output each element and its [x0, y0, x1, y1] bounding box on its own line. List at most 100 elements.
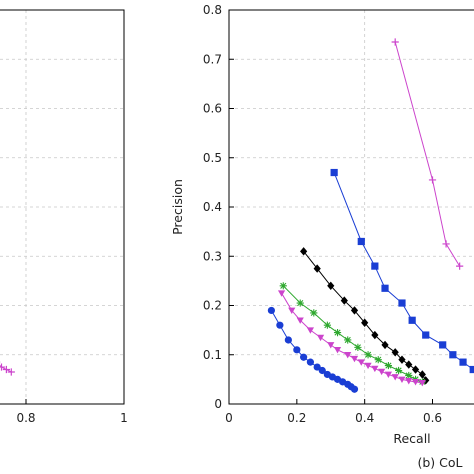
data-point	[357, 359, 365, 366]
series-square	[330, 168, 474, 374]
data-point	[267, 306, 275, 315]
data-point	[405, 378, 413, 385]
x-tick-label: 0.2	[287, 411, 306, 425]
series-circle	[267, 306, 359, 393]
axes-frame	[0, 9, 125, 405]
y-axis-title: Precision	[170, 179, 185, 235]
data-point	[316, 334, 325, 342]
x-tick-label: 1	[120, 411, 128, 425]
data-point	[371, 262, 379, 270]
data-point	[391, 348, 399, 357]
data-point	[333, 328, 342, 337]
data-point	[340, 296, 348, 305]
data-point	[310, 309, 318, 317]
y-tick-label: 0.7	[203, 52, 222, 66]
data-point	[276, 321, 284, 329]
data-point	[350, 306, 359, 315]
data-point	[459, 358, 467, 366]
data-point	[364, 351, 372, 359]
series-triangle-down	[277, 290, 426, 387]
data-point	[398, 376, 406, 383]
data-point	[422, 331, 430, 339]
right-panel: 0 0.1 0.2 0.3 0.4 0.5 0.6 0.7 0.8 0 0.2 0.4 0.6 Recal…	[170, 3, 474, 470]
data-point	[313, 363, 321, 371]
data-point	[306, 358, 315, 366]
data-point	[456, 262, 464, 270]
data-point	[391, 38, 399, 46]
data-point	[408, 316, 416, 324]
data-point	[361, 318, 369, 327]
data-point	[344, 351, 352, 359]
data-point	[357, 237, 365, 246]
y-tick-label: 0.4	[203, 200, 222, 214]
data-point	[384, 361, 393, 370]
data-point	[411, 365, 420, 374]
data-point	[293, 346, 301, 354]
data-point	[333, 347, 342, 354]
data-point	[288, 307, 296, 315]
series-plus	[0, 361, 15, 376]
data-point	[405, 360, 413, 369]
data-point	[384, 371, 393, 379]
series-line	[270, 310, 355, 390]
x-axis-title: Recall	[393, 431, 430, 446]
data-point	[398, 355, 406, 364]
series-diamond	[300, 247, 430, 385]
series-plus	[391, 38, 464, 270]
data-point	[381, 340, 389, 350]
x-tick-label: 0.6	[423, 411, 442, 425]
data-point	[391, 374, 399, 381]
data-point	[300, 353, 308, 361]
series-line	[333, 172, 474, 370]
data-point	[405, 371, 413, 380]
data-point	[364, 362, 372, 370]
data-point	[439, 341, 447, 349]
data-point	[411, 379, 420, 386]
data-point	[374, 356, 382, 364]
y-tick-label: 0	[214, 397, 222, 411]
data-point	[327, 342, 335, 349]
data-point	[350, 355, 359, 363]
data-point	[313, 264, 321, 273]
data-point	[284, 336, 292, 344]
series-line	[394, 41, 461, 267]
data-point	[398, 299, 406, 307]
data-point	[323, 321, 331, 329]
data-point	[7, 368, 15, 376]
y-tick-label: 0.6	[203, 102, 222, 116]
data-point	[378, 368, 386, 376]
data-point	[442, 240, 450, 248]
data-point	[469, 365, 474, 374]
data-point	[277, 290, 286, 297]
y-tick-label: 0.5	[203, 151, 222, 165]
data-point	[381, 284, 389, 292]
data-point	[418, 370, 426, 379]
x-tick-label: 0.8	[16, 411, 35, 425]
y-tick-label: 0.1	[203, 348, 222, 362]
data-point	[296, 317, 304, 324]
data-point	[371, 365, 379, 373]
y-tick-label: 0.2	[203, 299, 222, 313]
data-point	[350, 385, 359, 393]
data-point	[394, 366, 403, 375]
data-point	[279, 282, 287, 290]
data-point	[344, 336, 352, 344]
data-point	[418, 380, 426, 387]
y-tick-label: 0.3	[203, 249, 222, 263]
series-line	[0, 364, 12, 373]
series-asterisk	[279, 282, 426, 386]
data-point	[449, 351, 457, 359]
data-point	[428, 176, 437, 184]
data-point	[327, 281, 335, 290]
data-point	[300, 247, 308, 256]
data-point	[2, 365, 10, 374]
data-point	[330, 168, 338, 177]
data-point	[318, 366, 326, 375]
data-point	[354, 343, 362, 351]
left-panel: 0.8 1	[0, 9, 128, 425]
x-tick-label: 0.4	[355, 411, 374, 425]
data-point	[371, 330, 379, 340]
data-point	[0, 363, 6, 371]
y-tick-label: 0.8	[203, 3, 222, 17]
